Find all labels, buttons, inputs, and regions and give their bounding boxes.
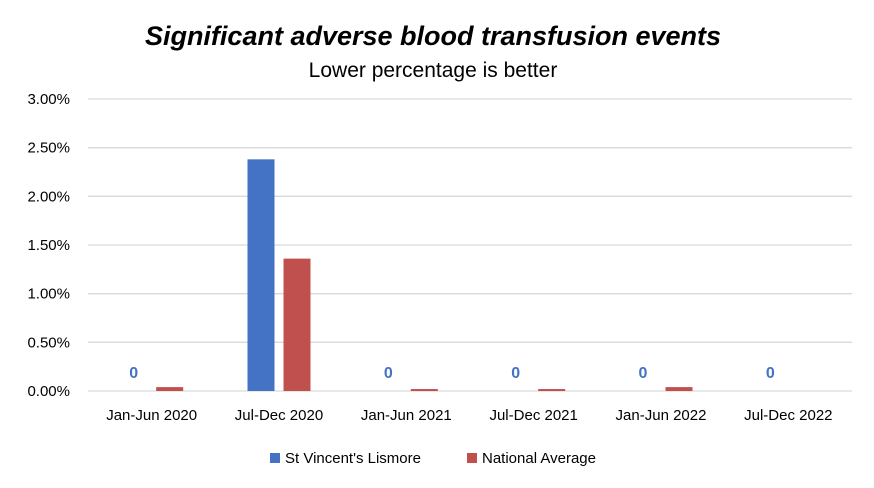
data-label: 0 xyxy=(384,365,393,382)
y-tick-label: 0.50% xyxy=(27,334,70,351)
y-tick-label: 1.00% xyxy=(27,286,70,303)
legend-label: National Average xyxy=(482,450,596,467)
data-label: 0 xyxy=(129,365,138,382)
bar xyxy=(538,389,566,391)
bar xyxy=(156,387,184,391)
y-tick-label: 1.50% xyxy=(27,237,70,254)
data-label: 0 xyxy=(639,365,648,382)
x-tick-label: Jul-Dec 2021 xyxy=(489,407,577,424)
y-tick-label: 0.00% xyxy=(27,383,70,400)
x-tick-label: Jan-Jun 2020 xyxy=(106,407,197,424)
y-tick-label: 2.50% xyxy=(27,140,70,157)
gridlines xyxy=(88,98,852,392)
x-tick-label: Jan-Jun 2022 xyxy=(616,407,707,424)
y-tick-label: 3.00% xyxy=(27,91,70,108)
bars xyxy=(156,159,693,391)
chart-title: Significant adverse blood transfusion ev… xyxy=(145,21,721,51)
bar xyxy=(410,389,438,391)
y-tick-label: 2.00% xyxy=(27,188,70,205)
chart-subtitle: Lower percentage is better xyxy=(309,59,558,82)
bar xyxy=(665,387,693,391)
bar xyxy=(247,159,275,391)
data-label: 0 xyxy=(766,365,775,382)
legend: St Vincent's Lismore National Average xyxy=(270,450,596,467)
y-axis-ticks: 0.00% 0.50% 1.00% 1.50% 2.00% 2.50% 3.00% xyxy=(27,91,70,400)
data-label: 0 xyxy=(511,365,520,382)
data-labels: 0 0 0 0 0 xyxy=(129,365,775,382)
x-tick-label: Jan-Jun 2021 xyxy=(361,407,452,424)
x-tick-label: Jul-Dec 2022 xyxy=(744,407,832,424)
bar xyxy=(283,258,311,391)
legend-swatch xyxy=(467,453,477,463)
x-axis-ticks: Jan-Jun 2020 Jul-Dec 2020 Jan-Jun 2021 Jul-… xyxy=(106,407,832,424)
legend-swatch xyxy=(270,453,280,463)
legend-label: St Vincent's Lismore xyxy=(285,450,421,467)
x-tick-label: Jul-Dec 2020 xyxy=(235,407,323,424)
